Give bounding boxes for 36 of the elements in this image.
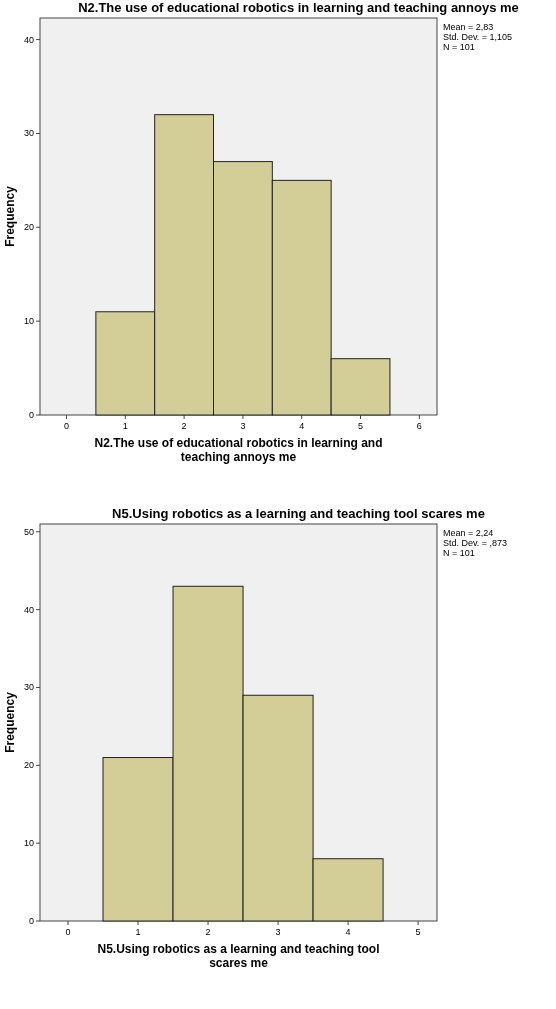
y-tick-label: 30 bbox=[23, 128, 34, 139]
y-tick-label: 50 bbox=[23, 526, 34, 537]
text: Std. Dev. = 1,105 bbox=[443, 32, 513, 42]
x-tick-label: 1 bbox=[122, 421, 128, 431]
x-tick-label: 2 bbox=[205, 927, 211, 937]
x-axis-title: N5.Using robotics as a learning and teaching tool scares me bbox=[97, 942, 380, 970]
x-tick-label: 4 bbox=[345, 927, 351, 937]
x-tick-label: 3 bbox=[240, 421, 246, 431]
y-axis-title: Frequency bbox=[3, 185, 17, 247]
y-tick-label: 40 bbox=[23, 34, 34, 45]
chart-title: N5.Using robotics as a learning and teaching tool scares me bbox=[112, 506, 485, 521]
x-tick-label: 5 bbox=[358, 421, 364, 431]
y-tick-label: 30 bbox=[23, 682, 34, 693]
x-tick-label: 6 bbox=[416, 421, 422, 431]
x-axis-title: N2.The use of educational robotics in learning and teaching annoys me bbox=[94, 436, 383, 464]
x-tick-label: 4 bbox=[299, 421, 305, 431]
x-tick-label: 0 bbox=[65, 927, 71, 937]
text: Mean = 2,24 bbox=[443, 528, 494, 538]
x-tick-label: 2 bbox=[181, 421, 187, 431]
text: N = 101 bbox=[443, 548, 475, 558]
x-tick-label: 3 bbox=[275, 927, 281, 937]
y-tick-label: 10 bbox=[23, 316, 34, 327]
x-tick-label: 0 bbox=[63, 421, 69, 431]
text: Std. Dev. = ,873 bbox=[443, 538, 508, 548]
text: N = 101 bbox=[443, 42, 475, 52]
y-axis-title: Frequency bbox=[3, 691, 17, 753]
y-tick-label: 20 bbox=[23, 760, 34, 771]
x-tick-label: 1 bbox=[135, 927, 141, 937]
y-tick-label: 40 bbox=[23, 604, 34, 615]
chart-title: N2.The use of educational robotics in learning and teaching annoys me bbox=[78, 0, 519, 15]
y-tick-label: 10 bbox=[23, 838, 34, 849]
y-tick-label: 0 bbox=[28, 916, 34, 926]
y-tick-label: 0 bbox=[28, 410, 34, 420]
y-tick-label: 20 bbox=[23, 222, 34, 233]
text: Mean = 2,83 bbox=[443, 22, 494, 32]
x-tick-label: 5 bbox=[415, 927, 421, 937]
